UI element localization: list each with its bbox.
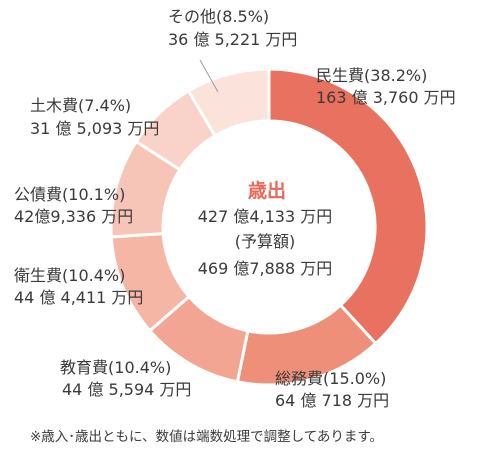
other-leader-line bbox=[199, 59, 219, 93]
center-title: 歳出 bbox=[248, 179, 286, 202]
label-other-amount: 36 億 5,221 万円 bbox=[168, 30, 297, 49]
label-other-name: その他(8.5%) bbox=[168, 7, 269, 26]
label-kosai-name: 公債費(10.1%) bbox=[14, 185, 125, 204]
label-somu-amount: 64 億 718 万円 bbox=[275, 391, 389, 410]
center-total: 427 億4,133 万円 bbox=[198, 207, 333, 226]
label-minsei-name: 民生費(38.2%) bbox=[316, 66, 427, 85]
center-previous: 469 億7,888 万円 bbox=[198, 259, 333, 278]
label-somu-name: 総務費(15.0%) bbox=[275, 369, 386, 388]
slice-minsei bbox=[267, 67, 429, 346]
label-doboku-name: 土木費(7.4%) bbox=[30, 96, 131, 115]
center-note: (予算額) bbox=[235, 232, 296, 251]
label-doboku-amount: 31 億 5,093 万円 bbox=[30, 119, 159, 138]
donut-slices bbox=[109, 67, 429, 387]
label-kosai-amount: 42億9,336 万円 bbox=[14, 207, 133, 226]
label-eisei-amount: 44 億 4,411 万円 bbox=[14, 288, 143, 307]
label-kyoiku-name: 教育費(10.4%) bbox=[60, 358, 171, 377]
label-minsei-amount: 163 億 3,760 万円 bbox=[316, 88, 456, 107]
label-kyoiku-amount: 44 億 5,594 万円 bbox=[62, 380, 191, 399]
footnote: ※歳入･歳出ともに、数値は端数処理で調整してあります。 bbox=[30, 429, 383, 445]
center-label: 歳出 427 億4,133 万円 (予算額) 469 億7,888 万円 bbox=[198, 179, 333, 278]
label-eisei-name: 衛生費(10.4%) bbox=[14, 266, 125, 285]
